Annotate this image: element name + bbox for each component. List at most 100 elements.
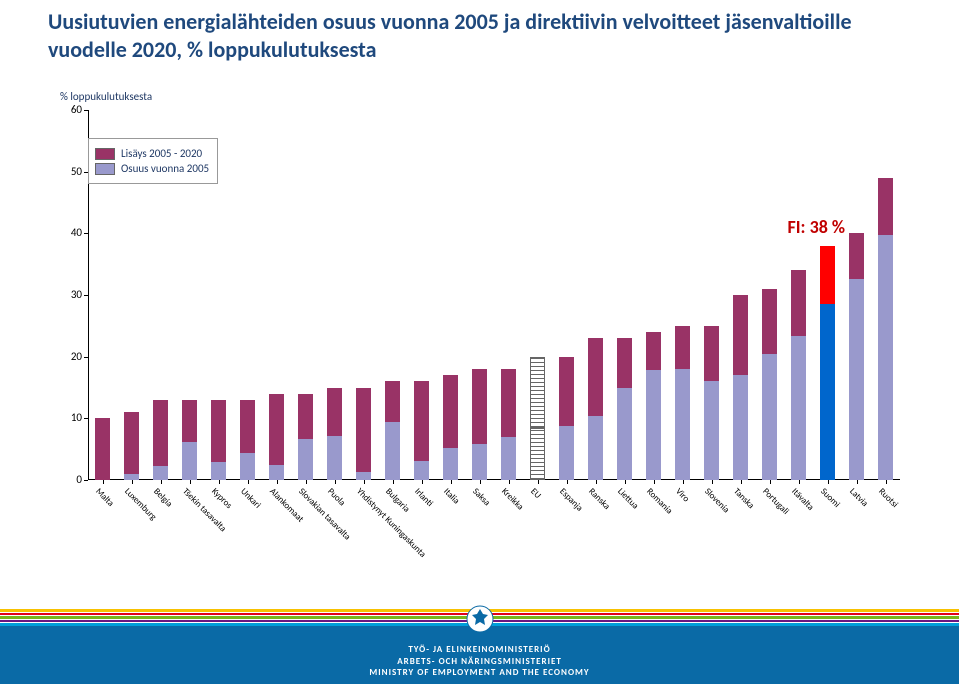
bar-base <box>356 472 372 480</box>
y-tick <box>84 418 88 419</box>
bar-group <box>762 110 778 480</box>
legend: Lisäys 2005 - 2020 Osuus vuonna 2005 <box>88 138 218 184</box>
x-category-label: Saksa <box>470 486 492 508</box>
bar-base <box>385 422 401 480</box>
legend-label: Osuus vuonna 2005 <box>121 162 209 175</box>
x-tick <box>451 480 452 484</box>
y-tick-label: 50 <box>58 165 82 178</box>
y-tick <box>84 480 88 481</box>
x-tick <box>364 480 365 484</box>
bar-group <box>240 110 256 480</box>
bar-group <box>617 110 633 480</box>
x-tick <box>538 480 539 484</box>
bar-base <box>211 462 227 480</box>
y-tick <box>84 295 88 296</box>
bar-addition <box>211 400 227 462</box>
x-tick <box>828 480 829 484</box>
x-category-label: Romania <box>644 486 674 516</box>
x-category-label: Belgia <box>151 486 174 509</box>
bar-group <box>849 110 865 480</box>
bar-base <box>443 448 459 480</box>
bar-addition <box>124 412 140 474</box>
x-category-label: Liettua <box>615 486 640 511</box>
x-category-label: Kypros <box>209 486 234 511</box>
x-tick <box>306 480 307 484</box>
x-tick <box>277 480 278 484</box>
x-tick <box>596 480 597 484</box>
x-tick <box>422 480 423 484</box>
bar-group <box>269 110 285 480</box>
x-category-label: Itävalta <box>789 486 816 513</box>
x-tick <box>190 480 191 484</box>
x-tick <box>625 480 626 484</box>
bar-base <box>762 354 778 480</box>
x-category-label: Puola <box>325 486 347 508</box>
ministry-text: TYÖ- JA ELINKEINOMINISTERIÖARBETS- OCH N… <box>0 644 959 678</box>
x-category-label: EU <box>528 486 543 501</box>
bar-base <box>327 436 343 480</box>
y-axis-label: % loppukulutuksesta <box>60 90 152 103</box>
legend-swatch <box>95 148 115 160</box>
ministry-line: TYÖ- JA ELINKEINOMINISTERIÖ <box>0 644 959 655</box>
bar-group <box>588 110 604 480</box>
bar-addition <box>443 375 459 448</box>
bar-group <box>791 110 807 480</box>
bar-addition <box>269 394 285 466</box>
x-tick <box>219 480 220 484</box>
y-tick <box>84 357 88 358</box>
x-category-label: Unkari <box>238 486 263 511</box>
bar-base <box>472 444 488 480</box>
bar-addition <box>617 338 633 387</box>
bar-base <box>530 428 546 480</box>
bar-group <box>327 110 343 480</box>
y-tick-label: 40 <box>58 226 82 239</box>
bar-group <box>646 110 662 480</box>
x-category-label: Irlanti <box>412 486 435 509</box>
bar-addition <box>414 381 430 461</box>
bar-addition <box>646 332 662 370</box>
x-category-label: Viro <box>673 486 691 504</box>
bar-base <box>878 235 894 480</box>
footer: TYÖ- JA ELINKEINOMINISTERIÖARBETS- OCH N… <box>0 606 959 684</box>
x-tick <box>509 480 510 484</box>
bar-group <box>704 110 720 480</box>
bar-base <box>849 279 865 480</box>
bar-base <box>182 442 198 480</box>
legend-item: Osuus vuonna 2005 <box>95 162 209 175</box>
bar-addition <box>849 233 865 279</box>
bar-base <box>588 416 604 480</box>
bar-addition <box>472 369 488 444</box>
bar-addition <box>878 178 894 235</box>
bar-group <box>443 110 459 480</box>
bar-base <box>733 375 749 480</box>
x-category-label: Ruotsi <box>876 486 900 510</box>
legend-label: Lisäys 2005 - 2020 <box>121 147 202 160</box>
bar-addition <box>733 295 749 375</box>
bar-group <box>530 110 546 480</box>
bar-addition <box>820 246 836 305</box>
x-tick <box>248 480 249 484</box>
bar-base <box>153 466 169 480</box>
bar-addition <box>385 381 401 422</box>
ministry-line: ARBETS- OCH NÄRINGSMINISTERIET <box>0 656 959 667</box>
chart: % loppukulutuksesta 0102030405060MaltaLu… <box>60 90 900 550</box>
bar-addition <box>153 400 169 467</box>
bar-base <box>559 426 575 480</box>
x-category-label: Tanska <box>731 486 756 511</box>
slide-title: Uusiutuvien energialähteiden osuus vuonn… <box>48 8 919 63</box>
x-category-label: Kreikka <box>499 486 525 512</box>
x-tick <box>857 480 858 484</box>
x-tick <box>654 480 655 484</box>
x-category-label: Latvia <box>847 486 870 509</box>
bar-addition <box>356 388 372 472</box>
x-tick <box>799 480 800 484</box>
bar-addition <box>182 400 198 443</box>
y-tick <box>84 233 88 234</box>
x-tick <box>335 480 336 484</box>
y-tick-label: 10 <box>58 411 82 424</box>
bar-addition <box>791 270 807 336</box>
bar-group <box>356 110 372 480</box>
bar-group <box>414 110 430 480</box>
bar-addition <box>675 326 691 369</box>
bar-base <box>617 388 633 481</box>
